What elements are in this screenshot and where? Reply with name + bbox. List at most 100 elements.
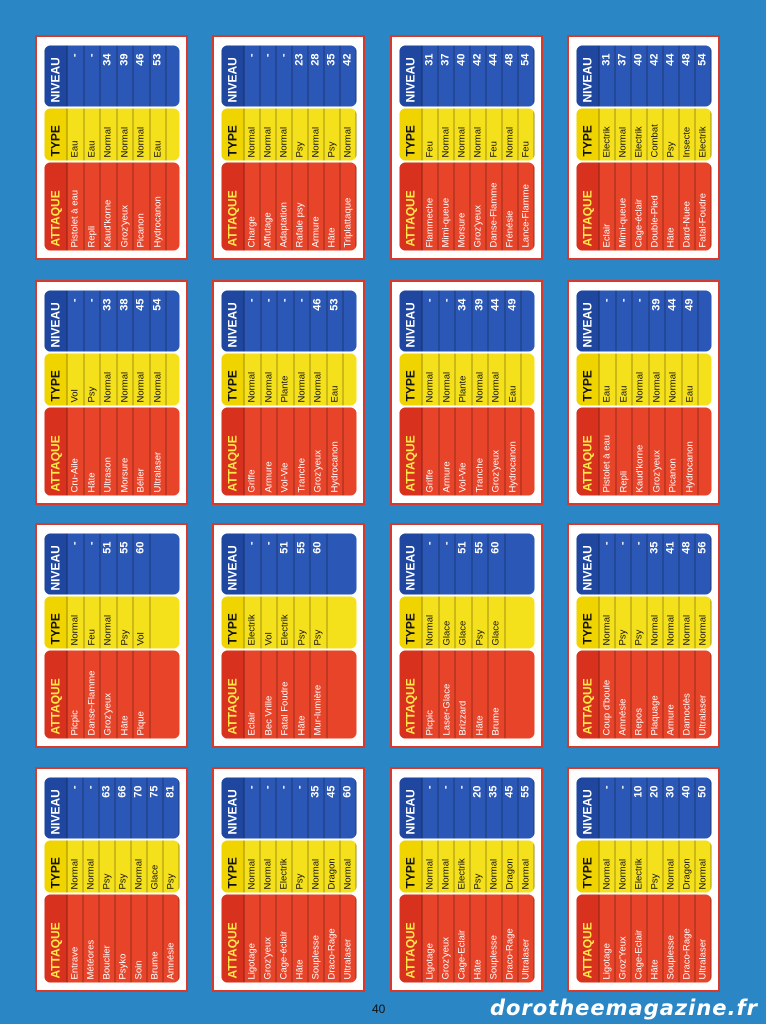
table-cell: 60 bbox=[133, 533, 150, 594]
table-cell: - bbox=[67, 777, 83, 838]
table-cell: Normal bbox=[260, 353, 277, 405]
move-table: ATTAQUE Griffe Armure Vol-Vie Tranche Groz'ye… bbox=[399, 290, 534, 495]
table-cell: Normal bbox=[599, 596, 615, 648]
table-cell: Psy bbox=[99, 840, 115, 892]
column-header: TYPE bbox=[221, 108, 244, 160]
table-cell: Armure bbox=[663, 650, 679, 738]
table-column: NIVEAU - -51 55 60 bbox=[399, 533, 534, 594]
table-cell: 42 bbox=[340, 45, 356, 106]
table-cell: Insecte bbox=[679, 108, 695, 160]
move-card: ATTAQUE Griffe Armure Vol-Vie Tranche Groz'ye… bbox=[390, 280, 543, 505]
table-cell: 37 bbox=[438, 45, 454, 106]
column-header: ATTAQUE bbox=[576, 407, 599, 495]
table-cell: Plante bbox=[277, 353, 294, 405]
column-header: TYPE bbox=[44, 353, 67, 405]
table-cell: Normal bbox=[100, 596, 117, 648]
table-column: ATTAQUE Coup d'boule Amnésie Repos Plaquage A… bbox=[576, 650, 711, 738]
table-cell: 40 bbox=[454, 45, 470, 106]
table-cell: 35 bbox=[308, 777, 324, 838]
table-cell: - bbox=[277, 290, 294, 351]
table-cell: Psy bbox=[615, 596, 631, 648]
move-card: ATTAQUE Ligotage Groz'yeux Cage-Eclair Hâte S… bbox=[390, 767, 543, 992]
column-header: NIVEAU bbox=[576, 290, 599, 351]
table-cell: Draco-Rage bbox=[679, 894, 695, 982]
table-cell: - bbox=[615, 777, 631, 838]
table-cell: 31 bbox=[422, 45, 438, 106]
column-header: NIVEAU bbox=[44, 45, 67, 106]
column-header: NIVEAU bbox=[399, 45, 422, 106]
move-table: ATTAQUE Flammeche Mimi-queue Morsure Groz'ye… bbox=[399, 45, 534, 250]
table-cell: Ligotage bbox=[599, 894, 615, 982]
table-cell: 55 bbox=[116, 533, 133, 594]
table-cell: - bbox=[67, 45, 84, 106]
table-cell: Psy bbox=[293, 596, 310, 648]
table-cell: Picanon bbox=[133, 162, 150, 250]
table-cell: Normal bbox=[488, 353, 505, 405]
table-cell: Glace bbox=[438, 596, 455, 648]
table-cell: Pistolet à eau bbox=[67, 162, 84, 250]
table-column: TYPE Normal Normal Plante Normal Normal Eau bbox=[399, 353, 534, 405]
table-cell: 39 bbox=[648, 290, 665, 351]
table-column: ATTAQUE Ligotage Groz'yeux Cage-éclair Hâte S… bbox=[221, 894, 356, 982]
move-table: ATTAQUE Eclair Bec Vrille Fatal Foudre Hâte M… bbox=[221, 533, 356, 738]
table-cell: 20 bbox=[470, 777, 486, 838]
table-cell: 55 bbox=[293, 533, 310, 594]
table-cell: Normal bbox=[83, 840, 99, 892]
column-header: NIVEAU bbox=[44, 290, 67, 351]
move-table: ATTAQUE Griffe Armure Vol-Vie Tranche Groz'ye… bbox=[221, 290, 356, 495]
table-cell: - bbox=[422, 290, 439, 351]
table-cell: Electrik bbox=[276, 840, 292, 892]
table-cell: Normal bbox=[149, 353, 166, 405]
table-column: TYPE Vol Psy Normal Normal Normal Normal bbox=[44, 353, 179, 405]
column-header: ATTAQUE bbox=[399, 162, 422, 250]
table-column: ATTAQUE Eclair Mimi-queue Cage-éclair Double… bbox=[576, 162, 711, 250]
table-cell: Hydrocanon bbox=[681, 407, 698, 495]
table-cell: Eclair bbox=[599, 162, 615, 250]
table-cell: - bbox=[276, 777, 292, 838]
table-cell: Danse-Flamme bbox=[83, 650, 100, 738]
table-cell: Repli bbox=[83, 162, 100, 250]
move-card: ATTAQUE Picpic Danse-Flamme Groz'yeux Hâte Pi… bbox=[35, 523, 188, 748]
table-cell: Eau bbox=[83, 108, 100, 160]
table-cell: 35 bbox=[647, 533, 663, 594]
table-cell: Hâte bbox=[293, 650, 310, 738]
table-cell: - bbox=[422, 777, 438, 838]
table-cell: Dragon bbox=[324, 840, 340, 892]
table-cell: Normal bbox=[648, 353, 665, 405]
table-cell: Psy bbox=[163, 840, 179, 892]
table-cell: Amnésie bbox=[615, 650, 631, 738]
table-cell: Eau bbox=[615, 353, 632, 405]
table-cell: Psy bbox=[310, 596, 327, 648]
table-cell: 51 bbox=[277, 533, 294, 594]
table-cell: 45 bbox=[133, 290, 150, 351]
table-cell: Hâte bbox=[470, 894, 486, 982]
table-cell: 39 bbox=[471, 290, 488, 351]
table-cell: Picpic bbox=[67, 650, 84, 738]
table-column: TYPE Normal Normal Electrik Psy Normal Dragon N… bbox=[221, 840, 356, 892]
table-cell: Ultralaser bbox=[518, 894, 534, 982]
table-column: NIVEAU - - -20 35 45 55 bbox=[399, 777, 534, 838]
move-card: ATTAQUE Griffe Armure Vol-Vie Tranche Groz'ye… bbox=[212, 280, 365, 505]
column-header: NIVEAU bbox=[399, 290, 422, 351]
table-cell: 49 bbox=[681, 290, 698, 351]
move-table: ATTAQUE Picpic Danse-Flamme Groz'yeux Hâte Pi… bbox=[44, 533, 179, 738]
table-column: NIVEAU 31 37 40 42 44 48 54 bbox=[399, 45, 534, 106]
table-cell: Vol-Vie bbox=[277, 407, 294, 495]
table-cell: Groz'yeux bbox=[310, 407, 327, 495]
table-cell: Normal bbox=[679, 596, 695, 648]
table-cell: Draco-Rage bbox=[502, 894, 518, 982]
table-cell: Frénésie bbox=[502, 162, 518, 250]
table-cell: Normal bbox=[599, 840, 615, 892]
table-cell: Combat bbox=[647, 108, 663, 160]
column-header: ATTAQUE bbox=[221, 407, 244, 495]
table-cell: Normal bbox=[100, 108, 117, 160]
table-cell: Hâte bbox=[83, 407, 100, 495]
table-cell: Vol bbox=[133, 596, 150, 648]
table-column: TYPE Electrik Normal Electrik Combat Psy Insec… bbox=[576, 108, 711, 160]
column-header: NIVEAU bbox=[44, 533, 67, 594]
table-cell: Danse-Flamme bbox=[486, 162, 502, 250]
table-cell: 42 bbox=[470, 45, 486, 106]
table-cell: 81 bbox=[163, 777, 179, 838]
table-cell: Normal bbox=[518, 840, 534, 892]
